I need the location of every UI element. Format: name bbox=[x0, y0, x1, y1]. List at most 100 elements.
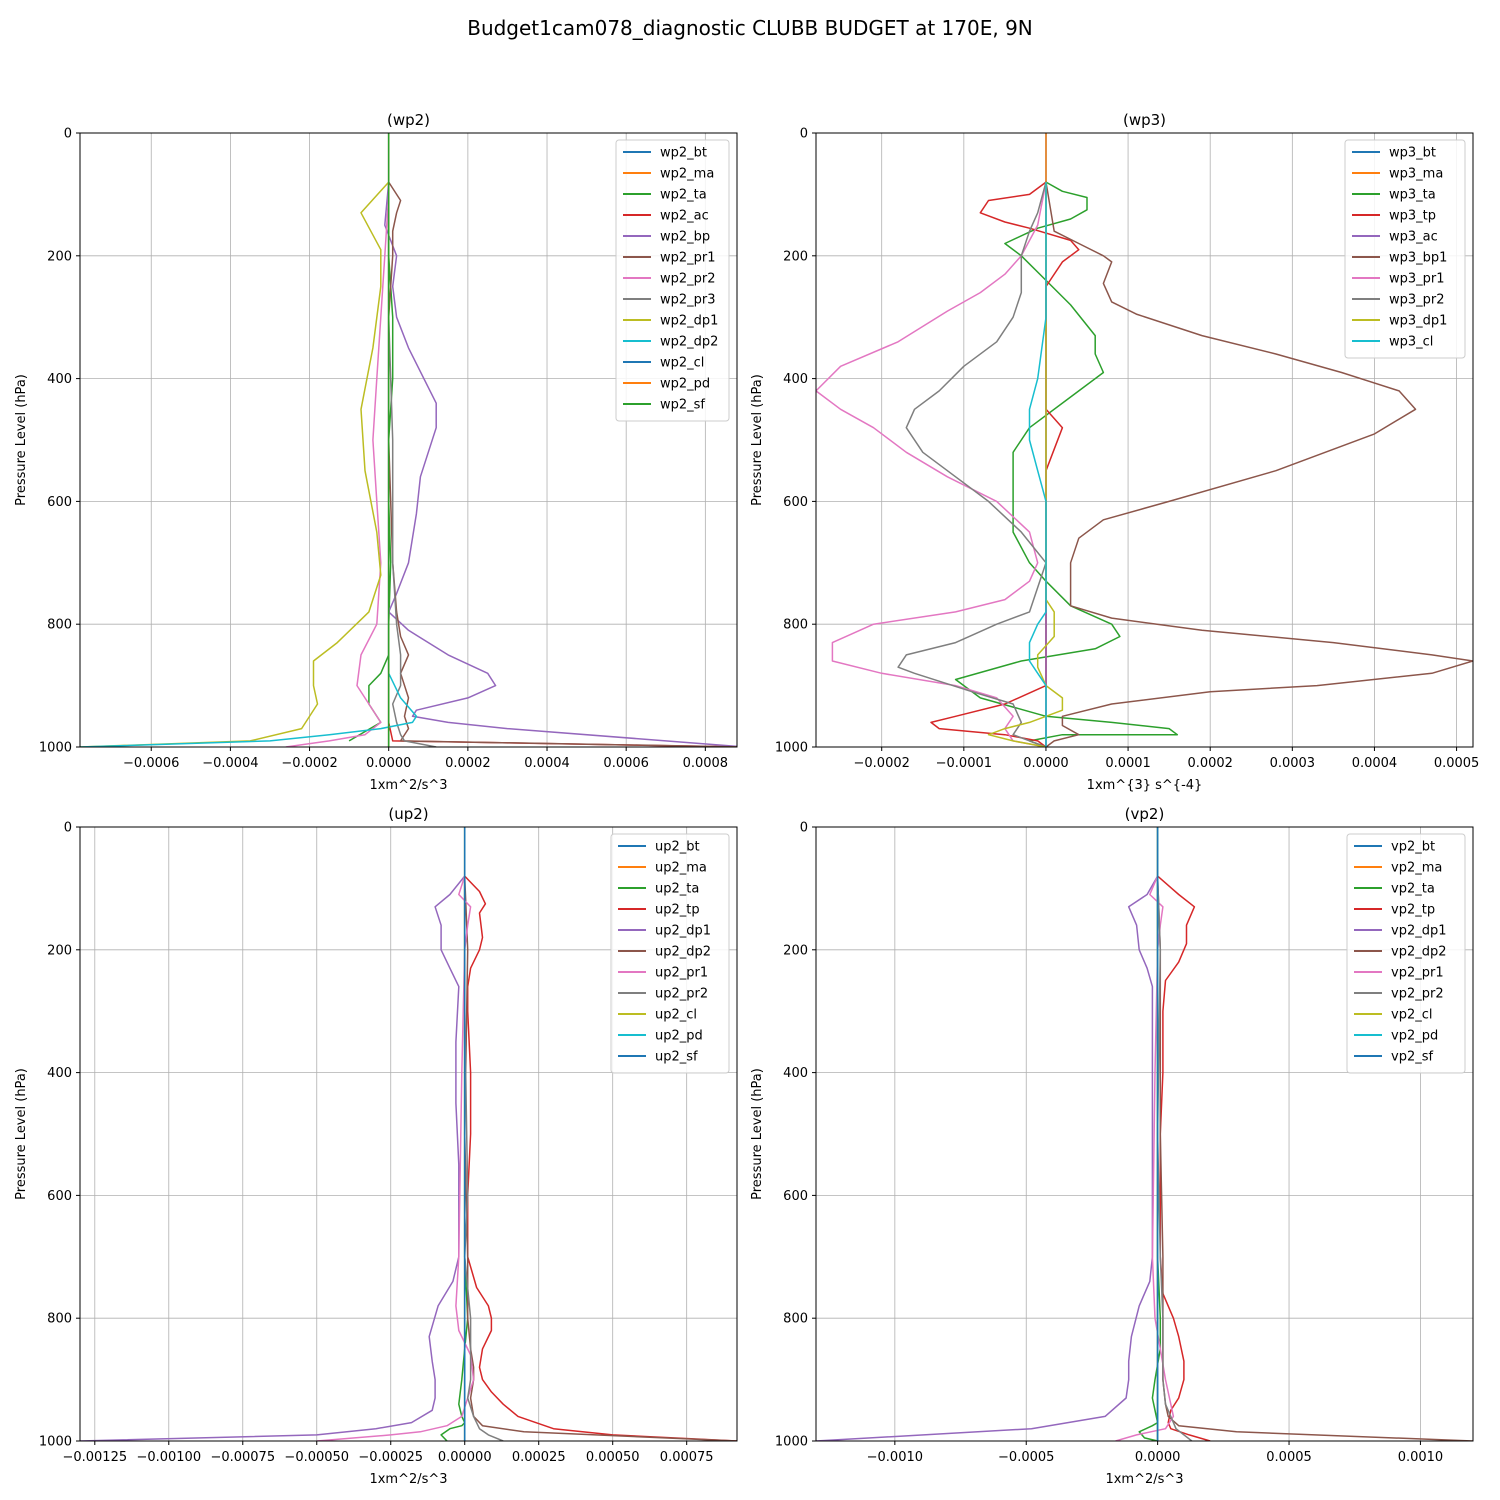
y-tick-label: 600 bbox=[783, 1189, 808, 1204]
legend-label: wp2_dp2 bbox=[660, 335, 718, 350]
x-tick-label: −0.0004 bbox=[202, 756, 258, 771]
legend-label: vp2_pd bbox=[1391, 1029, 1438, 1044]
x-axis-label: 1xm^2/s^3 bbox=[369, 1472, 447, 1487]
legend-label: wp3_bt bbox=[1389, 146, 1436, 161]
series-group bbox=[80, 827, 737, 1441]
series-line-wp3_pr1 bbox=[816, 181, 1047, 747]
y-tick-label: 400 bbox=[783, 372, 808, 387]
legend-label: vp2_sf bbox=[1391, 1050, 1433, 1065]
legend-label: wp3_ta bbox=[1389, 188, 1436, 203]
legend-label: wp3_dp1 bbox=[1389, 314, 1447, 329]
x-tick-label: −0.0002 bbox=[854, 756, 910, 771]
series-line-wp2_bp bbox=[384, 182, 737, 747]
series-line-wp2_dp2 bbox=[80, 194, 418, 747]
series-line-up2_tp bbox=[464, 875, 737, 1441]
x-tick-label: 0.0003 bbox=[1270, 756, 1316, 771]
y-tick-label: 400 bbox=[47, 1066, 72, 1081]
y-tick-label: 800 bbox=[47, 1312, 72, 1327]
series-line-wp3_tp bbox=[930, 181, 1080, 747]
series-line-vp2_pr1 bbox=[1115, 875, 1175, 1441]
plot-frame bbox=[79, 132, 738, 748]
x-tick-label: −0.00125 bbox=[62, 1450, 127, 1465]
chart-panel-2: −0.0002 −0.0001 0.0000 0.0001 0.0002 0.0003 0.… bbox=[750, 111, 1479, 793]
legend-label: wp2_bp bbox=[660, 230, 710, 245]
legend-label: vp2_pr2 bbox=[1391, 987, 1444, 1002]
series-group bbox=[816, 133, 1473, 747]
x-axis-label: 1xm^{3} s^{-4} bbox=[1087, 778, 1203, 793]
x-tick-label: 0.0004 bbox=[524, 756, 570, 771]
chart-panel-3: −0.00125 −0.00100 −0.00075 −0.00050 −0.00025… bbox=[14, 805, 738, 1487]
legend-label: vp2_tp bbox=[1391, 903, 1435, 918]
legend-label: wp2_pd bbox=[660, 377, 710, 392]
legend-label: wp3_pr2 bbox=[1389, 293, 1445, 308]
y-tick-label: 400 bbox=[47, 372, 72, 387]
y-tick-label: 1000 bbox=[775, 741, 808, 756]
legend-label: up2_pd bbox=[655, 1029, 703, 1044]
legend-label: wp2_cl bbox=[660, 356, 704, 371]
y-tick-label: 0 bbox=[800, 127, 808, 142]
legend-label: wp2_bt bbox=[660, 146, 707, 161]
legend-label: wp3_cl bbox=[1389, 335, 1433, 350]
legend-label: wp2_pr3 bbox=[660, 293, 716, 308]
y-tick-label: 200 bbox=[47, 943, 72, 958]
legend-label: wp3_pr1 bbox=[1389, 272, 1445, 287]
legend-label: wp2_sf bbox=[660, 398, 705, 413]
series-line-wp3_cl bbox=[1028, 182, 1047, 747]
y-tick-label: 1000 bbox=[775, 1435, 808, 1450]
legend-label: wp2_ac bbox=[660, 209, 709, 224]
series-line-up2_pr2 bbox=[463, 876, 504, 1441]
series-line-wp3_pr2 bbox=[897, 181, 1047, 747]
series-group bbox=[80, 133, 737, 747]
x-axis-label: 1xm^2/s^3 bbox=[369, 778, 447, 793]
legend-label: vp2_pr1 bbox=[1391, 966, 1444, 981]
y-tick-label: 1000 bbox=[39, 1435, 72, 1450]
legend: up2_bt up2_ma up2_ta up2_tp up2_dp1 up2_dp2up… bbox=[610, 833, 730, 1074]
legend-label: vp2_bt bbox=[1391, 840, 1435, 855]
legend-label: up2_dp1 bbox=[655, 924, 711, 939]
y-tick-label: 600 bbox=[47, 495, 72, 510]
series-line-up2_dp1 bbox=[80, 875, 466, 1441]
legend-label: up2_sf bbox=[655, 1050, 698, 1065]
x-axis-label: 1xm^2/s^3 bbox=[1105, 1472, 1183, 1487]
legend-label: up2_ta bbox=[655, 882, 699, 897]
x-tick-label: 0.0000 bbox=[1023, 756, 1069, 771]
panel-title: (up2) bbox=[388, 805, 428, 823]
x-tick-label: −0.0006 bbox=[123, 756, 179, 771]
legend: vp2_bt vp2_ma vp2_ta vp2_tp vp2_dp1 vp2_dp2vp… bbox=[1346, 833, 1466, 1074]
x-tick-label: 0.0005 bbox=[1434, 756, 1480, 771]
plot-frame bbox=[79, 826, 738, 1442]
legend: wp2_bt wp2_ma wp2_ta wp2_ac wp2_bp wp2_pr1 wp2… bbox=[615, 139, 730, 422]
legend-label: up2_cl bbox=[655, 1008, 697, 1023]
x-tick-label: −0.0001 bbox=[936, 756, 992, 771]
x-tick-label: 0.0008 bbox=[683, 756, 729, 771]
legend-label: wp2_ma bbox=[660, 167, 714, 182]
legend-label: up2_tp bbox=[655, 903, 700, 918]
y-axis-label: Pressure Level (hPa) bbox=[14, 1068, 29, 1200]
x-tick-label: 0.00050 bbox=[586, 1450, 640, 1465]
y-tick-label: 800 bbox=[47, 618, 72, 633]
legend-label: wp3_ac bbox=[1389, 230, 1438, 245]
x-tick-label: 0.0000 bbox=[366, 756, 412, 771]
y-tick-label: 0 bbox=[64, 821, 72, 836]
x-tick-label: 0.0002 bbox=[445, 756, 491, 771]
legend-label: wp2_ta bbox=[660, 188, 707, 203]
x-tick-label: −0.0002 bbox=[281, 756, 337, 771]
chart-panel-4: −0.0010 −0.0005 0.0000 0.0005 0.0010 0 200 400 6… bbox=[750, 805, 1474, 1487]
plot-frame bbox=[815, 132, 1474, 748]
x-tick-label: −0.00050 bbox=[284, 1450, 349, 1465]
series-line-wp2_ta bbox=[348, 182, 394, 742]
x-tick-label: −0.0005 bbox=[998, 1450, 1054, 1465]
legend-label: wp2_pr1 bbox=[660, 251, 716, 266]
series-group bbox=[816, 827, 1473, 1441]
panel-title: (vp2) bbox=[1125, 805, 1165, 823]
series-line-vp2_dp1 bbox=[816, 875, 1159, 1441]
y-tick-label: 600 bbox=[47, 1189, 72, 1204]
series-line-wp2_pr1 bbox=[387, 181, 737, 747]
x-tick-label: −0.00025 bbox=[358, 1450, 423, 1465]
figure-title: Budget1cam078_diagnostic CLUBB BUDGET at… bbox=[467, 16, 1033, 40]
y-axis-label: Pressure Level (hPa) bbox=[750, 1068, 765, 1200]
x-tick-label: −0.0010 bbox=[867, 1450, 923, 1465]
y-tick-label: 800 bbox=[783, 618, 808, 633]
series-line-wp3_bp1 bbox=[1045, 181, 1473, 747]
